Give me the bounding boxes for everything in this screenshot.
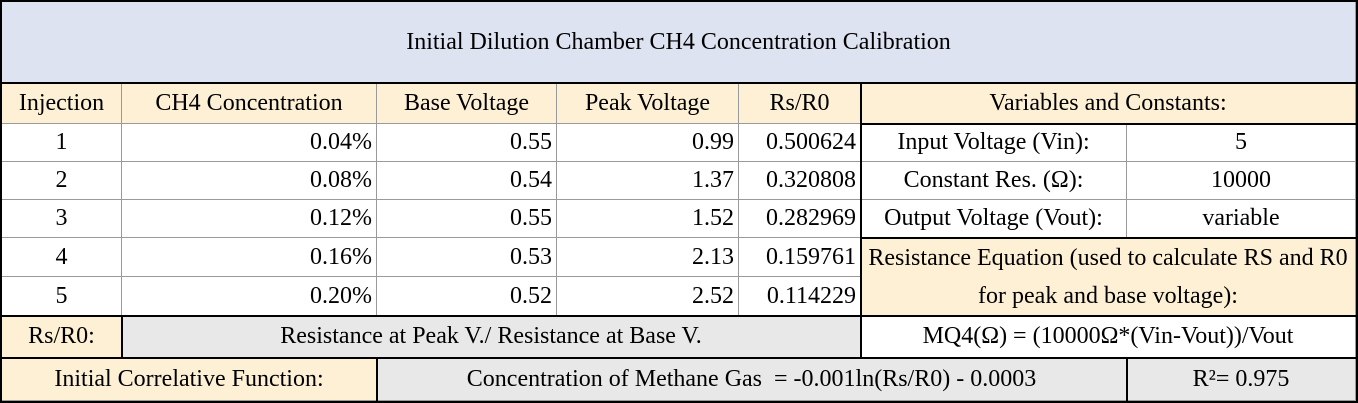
header-injection: Injection: [2, 83, 122, 124]
correlative-function: Concentration of Methane Gas = -0.001ln(…: [377, 358, 1127, 401]
border-bottom: [0, 401, 1358, 403]
cell-peak-voltage: 1.37: [557, 162, 739, 200]
border-variables-left: [860, 83, 862, 358]
border-title-bottom: [0, 82, 1358, 84]
border-r-squared-left: [1126, 358, 1128, 403]
table-title: Initial Dilution Chamber CH4 Concentrati…: [2, 2, 1356, 83]
border-variables-header-bottom: [861, 123, 1358, 125]
ratio-definition-label: Rs/R0:: [2, 316, 122, 358]
r-squared-value: R²= 0.975: [1127, 358, 1356, 401]
cell-ratio: 0.282969: [739, 200, 861, 238]
cell-ratio: 0.320808: [739, 162, 861, 200]
border-right: [1356, 0, 1358, 403]
cell-concentration: 0.12%: [122, 200, 377, 238]
cell-peak-voltage: 1.52: [557, 200, 739, 238]
cell-concentration: 0.04%: [122, 124, 377, 162]
header-concentration: CH4 Concentration: [122, 83, 377, 124]
variable-value-vin: 5: [1127, 124, 1356, 162]
border-function-left: [376, 358, 378, 403]
variable-value-vout: variable: [1127, 200, 1356, 238]
cell-injection: 2: [2, 162, 122, 200]
border-top: [0, 0, 1358, 2]
cell-peak-voltage: 2.52: [557, 277, 739, 316]
cell-peak-voltage: 2.13: [557, 238, 739, 277]
variable-label-vout: Output Voltage (Vout):: [861, 200, 1127, 238]
cell-concentration: 0.16%: [122, 238, 377, 277]
border-equation-top: [861, 315, 1358, 317]
header-ratio: Rs/R0: [739, 83, 861, 124]
resistance-equation: MQ4(Ω) = (10000Ω*(Vin-Vout))/Vout: [861, 316, 1356, 358]
border-data-bottom: [0, 315, 861, 317]
correlative-function-label: Initial Correlative Function:: [2, 358, 377, 401]
border-equation-header-top: [861, 237, 1358, 239]
variable-value-resistance: 10000: [1127, 162, 1356, 200]
cell-ratio: 0.159761: [739, 238, 861, 277]
cell-injection: 5: [2, 277, 122, 316]
cell-injection: 3: [2, 200, 122, 238]
variable-label-resistance: Constant Res. (Ω):: [861, 162, 1127, 200]
border-ratio-row-bottom: [0, 357, 1358, 359]
variables-header: Variables and Constants:: [861, 83, 1356, 124]
cell-peak-voltage: 0.99: [557, 124, 739, 162]
cell-injection: 1: [2, 124, 122, 162]
ratio-definition-text: Resistance at Peak V./ Resistance at Bas…: [122, 316, 861, 358]
resistance-equation-header: Resistance Equation (used to calculate R…: [861, 238, 1356, 316]
border-ratio-label-right: [121, 316, 123, 358]
variable-label-vin: Input Voltage (Vin):: [861, 124, 1127, 162]
header-base-voltage: Base Voltage: [377, 83, 557, 124]
cell-base-voltage: 0.53: [377, 238, 557, 277]
cell-injection: 4: [2, 238, 122, 277]
cell-ratio: 0.500624: [739, 124, 861, 162]
border-left: [0, 0, 2, 403]
cell-concentration: 0.20%: [122, 277, 377, 316]
cell-ratio: 0.114229: [739, 277, 861, 316]
header-peak-voltage: Peak Voltage: [557, 83, 739, 124]
cell-base-voltage: 0.55: [377, 200, 557, 238]
cell-base-voltage: 0.54: [377, 162, 557, 200]
cell-base-voltage: 0.55: [377, 124, 557, 162]
cell-concentration: 0.08%: [122, 162, 377, 200]
cell-base-voltage: 0.52: [377, 277, 557, 316]
